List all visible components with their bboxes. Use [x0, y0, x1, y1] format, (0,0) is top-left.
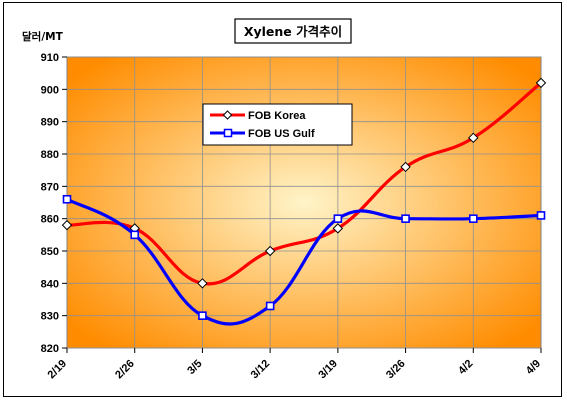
y-axis-ticks: 820 830 840 850 860 870 880 890 900 910: [41, 52, 67, 355]
y-tick-label: 910: [41, 52, 59, 64]
data-point-fob-korea: [264, 245, 276, 257]
x-tick-label: 3/19: [316, 358, 340, 382]
x-tick-label: 4/2: [456, 358, 475, 377]
series-line-fob-korea: [66, 81, 543, 286]
series-line-fob-us-gulf: [66, 197, 542, 326]
data-point-fob-us-gulf: [536, 211, 546, 220]
legend-marker: [223, 128, 233, 138]
data-point-fob-us-gulf: [198, 311, 207, 320]
data-point-fob-korea: [400, 161, 411, 173]
chart-title-box: [234, 18, 352, 44]
legend-marker: [222, 110, 233, 120]
series-layer: [61, 77, 547, 326]
x-tick-label: 4/9: [524, 358, 543, 377]
data-point-fob-us-gulf: [401, 214, 410, 223]
data-point-fob-korea: [332, 223, 344, 234]
data-point-fob-us-gulf: [333, 214, 343, 223]
y-tick-label: 880: [41, 149, 59, 161]
data-point-fob-us-gulf: [468, 214, 478, 223]
y-tick-label: 820: [41, 343, 59, 355]
x-tick-label: 2/26: [113, 358, 137, 382]
data-point-fob-us-gulf: [130, 230, 140, 240]
plot-area: [66, 56, 542, 349]
x-tick-label: 3/12: [249, 358, 273, 382]
y-tick-label: 850: [41, 246, 59, 258]
y-tick-label: 900: [41, 84, 59, 96]
data-point-fob-korea: [468, 132, 479, 144]
x-tick-label: 3/26: [384, 358, 408, 382]
data-point-fob-us-gulf: [265, 301, 275, 311]
y-tick-label: 860: [41, 214, 59, 226]
y-tick-label: 890: [41, 117, 59, 129]
x-tick-label: 2/19: [45, 358, 69, 382]
data-point-fob-korea: [61, 219, 73, 231]
data-point-fob-us-gulf: [62, 194, 72, 204]
data-point-fob-korea: [535, 77, 547, 89]
y-tick-label: 830: [41, 311, 59, 323]
legend-label-fob-us-gulf: FOB US Gulf: [248, 128, 315, 140]
chart-title: Xylene 가격추이: [244, 24, 342, 39]
legend: FOB Korea FOB US Gulf: [202, 103, 353, 146]
data-point-fob-korea: [197, 278, 208, 289]
x-tick-label: 3/5: [185, 358, 204, 377]
y-axis-label: 달러/MT: [22, 30, 64, 43]
y-tick-label: 840: [41, 278, 59, 290]
x-axis-ticks: 2/19 2/26 3/5 3/12 3/19 3/26 4/2 4/9: [45, 348, 543, 381]
y-tick-label: 870: [41, 181, 59, 193]
legend-label-fob-korea: FOB Korea: [248, 110, 306, 122]
